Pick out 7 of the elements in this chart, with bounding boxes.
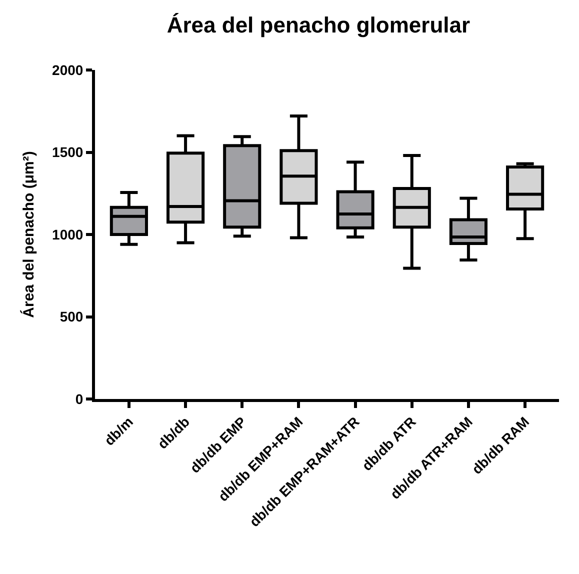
y-tick-label: 1000: [52, 226, 84, 242]
y-tick-label: 1500: [52, 144, 84, 160]
chart-title: Área del penacho glomerular: [166, 12, 470, 38]
y-tick-label: 500: [60, 308, 84, 325]
y-tick-label: 2000: [52, 62, 84, 78]
y-axis-title: Área del penacho (μm²): [19, 151, 38, 318]
y-tick-label: 0: [75, 390, 84, 407]
